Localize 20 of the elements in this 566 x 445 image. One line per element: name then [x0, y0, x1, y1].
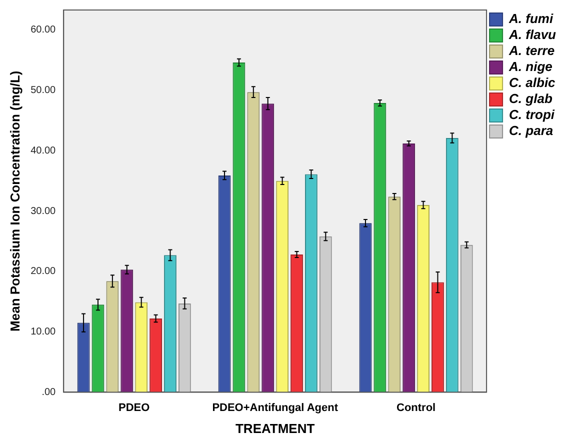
y-axis-title: Mean Potassium Ion Concentration (mg/L)	[7, 70, 22, 332]
x-tick-label: Control	[396, 402, 436, 414]
y-tick-label: 50.00	[30, 85, 56, 96]
legend-label: C. tropi	[509, 107, 555, 122]
x-axis-title: TREATMENT	[235, 420, 315, 436]
legend-label: A. flavu	[508, 27, 556, 42]
legend-label: C. para	[509, 123, 554, 138]
legend-label: A. terre	[508, 43, 555, 58]
legend-label: A. fumi	[508, 11, 554, 26]
y-tick-label: 40.00	[30, 145, 56, 156]
y-tick-label: 30.00	[30, 206, 56, 217]
legend-label: A. nige	[508, 59, 552, 74]
x-tick-label: PDEO	[118, 402, 150, 414]
y-tick-label: .00	[42, 386, 56, 398]
y-tick-label: 60.00	[30, 24, 56, 36]
x-tick-label: PDEO+Antifungal Agent	[212, 402, 338, 414]
y-tick-label: 20.00	[30, 266, 56, 278]
y-tick-label: 10.00	[30, 326, 56, 338]
legend-label: C. albic	[509, 75, 556, 90]
legend-label: C. glab	[509, 91, 552, 106]
